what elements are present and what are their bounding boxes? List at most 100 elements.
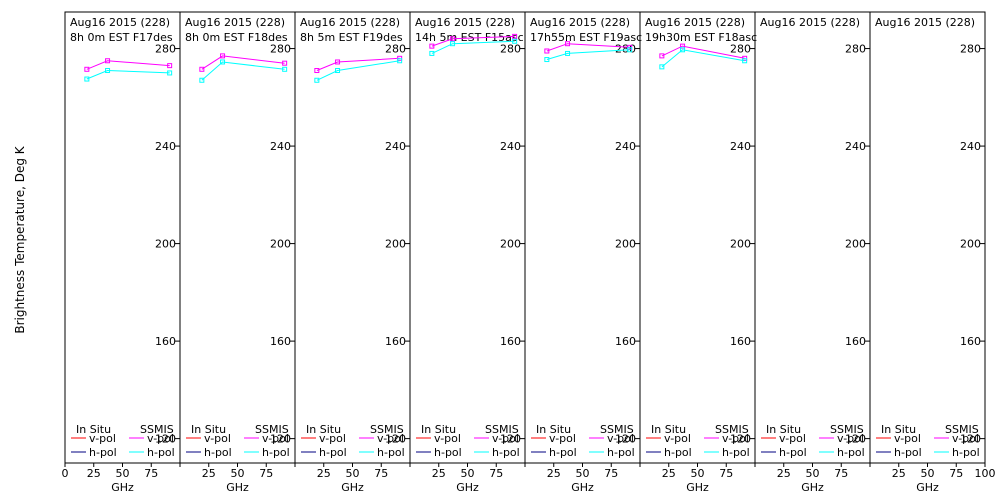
x-axis-label: GHz [801,481,824,494]
panel-title-date: Aug16 2015 (228) [300,16,400,29]
x-tick-label: 50 [461,467,475,480]
legend-ssmis-title: SSMIS [600,423,634,436]
legend-insitu-hpol-label: h-pol [779,446,807,459]
x-axis-label: GHz [916,481,939,494]
legend-ssmis-vpol-label: v-pol [837,432,864,445]
panel-title-time: 8h 0m EST F17des [70,31,173,44]
legend-ssmis-title: SSMIS [140,423,174,436]
x-tick-label: 75 [719,467,733,480]
y-tick-label: 120 [730,433,751,446]
data-point-v-pol [450,36,456,42]
x-tick-label: 50 [576,467,590,480]
legend-insitu-hpol-label: h-pol [434,446,462,459]
legend-insitu-hpol-label: h-pol [549,446,577,459]
legend-insitu-vpol-label: v-pol [894,432,921,445]
legend-insitu-title: In Situ [76,423,111,436]
data-point-h-pol [220,59,226,65]
panel-title-time: 19h30m EST F18asc [645,31,757,44]
legend-ssmis-hpol-label: h-pol [377,446,405,459]
series-line-ssmis-v-pol [316,57,400,71]
y-tick-label: 160 [730,335,751,348]
x-tick-label: 75 [144,467,158,480]
legend-ssmis-hpol-label: h-pol [607,446,635,459]
x-tick-label: 50 [116,467,130,480]
y-tick-label: 200 [730,238,751,251]
panel-title-time: 8h 0m EST F18des [185,31,288,44]
y-tick-label: 240 [155,140,176,153]
x-tick-label: 25 [662,467,676,480]
legend-insitu-hpol-label: h-pol [319,446,347,459]
y-tick-label: 200 [845,238,866,251]
data-point-v-pol [220,53,226,59]
panel-title-time: 17h55m EST F19asc [530,31,642,44]
legend-ssmis-title: SSMIS [485,423,519,436]
y-tick-label: 120 [270,433,291,446]
legend-ssmis-title: SSMIS [715,423,749,436]
legend-insitu-vpol-label: v-pol [434,432,461,445]
data-point-v-pol [105,58,111,64]
panel-title-time: 14h 5m EST F15asc [415,31,524,44]
legend-insitu-hpol-label: h-pol [894,446,922,459]
x-tick-label: 75 [374,467,388,480]
y-tick-label: 200 [960,238,981,251]
series-line-ssmis-h-pol [86,69,170,80]
data-point-h-pol [199,77,205,83]
legend-insitu-vpol-label: v-pol [549,432,576,445]
legend-insitu-title: In Situ [421,423,456,436]
data-point-v-pol [659,53,665,59]
series-line-ssmis-v-pol [86,60,170,70]
y-tick-label: 120 [960,433,981,446]
panel-title-date: Aug16 2015 (228) [70,16,170,29]
x-tick-label: 75 [949,467,963,480]
data-point-v-pol [565,41,571,47]
y-tick-label: 200 [615,238,636,251]
legend-insitu-hpol-label: h-pol [664,446,692,459]
legend-ssmis-title: SSMIS [945,423,979,436]
series-line-ssmis-v-pol [661,45,745,59]
data-point-h-pol [335,68,341,74]
data-point-h-pol [565,50,571,56]
series-line-ssmis-h-pol [546,49,630,60]
y-tick-label: 200 [500,238,521,251]
series-line-ssmis-v-pol [201,55,285,70]
x-axis-label: GHz [686,481,709,494]
data-point-v-pol [84,66,90,72]
y-tick-label: 240 [385,140,406,153]
y-tick-label: 120 [385,433,406,446]
y-tick-label: 200 [270,238,291,251]
legend-ssmis-vpol-label: v-pol [147,432,174,445]
data-point-h-pol [167,70,173,76]
x-tick-label: 100 [975,467,996,480]
legend-ssmis-title: SSMIS [370,423,404,436]
legend-ssmis-vpol-label: v-pol [607,432,634,445]
y-tick-label: 280 [615,43,636,56]
y-tick-label: 200 [385,238,406,251]
x-tick-label: 50 [921,467,935,480]
legend-ssmis-title: SSMIS [830,423,864,436]
panel-title-date: Aug16 2015 (228) [645,16,745,29]
data-point-h-pol [429,50,435,56]
data-point-h-pol [627,47,633,53]
y-tick-label: 160 [845,335,866,348]
y-tick-label: 240 [615,140,636,153]
data-point-v-pol [335,59,341,65]
panel-title-date: Aug16 2015 (228) [760,16,860,29]
x-tick-label: 25 [432,467,446,480]
legend-ssmis-hpol-label: h-pol [722,446,750,459]
data-point-v-pol [167,63,173,69]
x-tick-label: 75 [604,467,618,480]
data-point-h-pol [105,68,111,74]
data-point-v-pol [314,68,320,74]
y-tick-label: 120 [500,433,521,446]
legend-insitu-title: In Situ [881,423,916,436]
y-tick-label: 120 [155,433,176,446]
panel-title-date: Aug16 2015 (228) [875,16,975,29]
legend-ssmis-hpol-label: h-pol [837,446,865,459]
panel-title-date: Aug16 2015 (228) [415,16,515,29]
panel-8: Aug16 2015 (228) 120 160 200 240 280 25 50 75 100… [869,11,996,494]
y-tick-label: 160 [500,335,521,348]
legend-insitu-title: In Situ [191,423,226,436]
y-tick-label: 160 [385,335,406,348]
